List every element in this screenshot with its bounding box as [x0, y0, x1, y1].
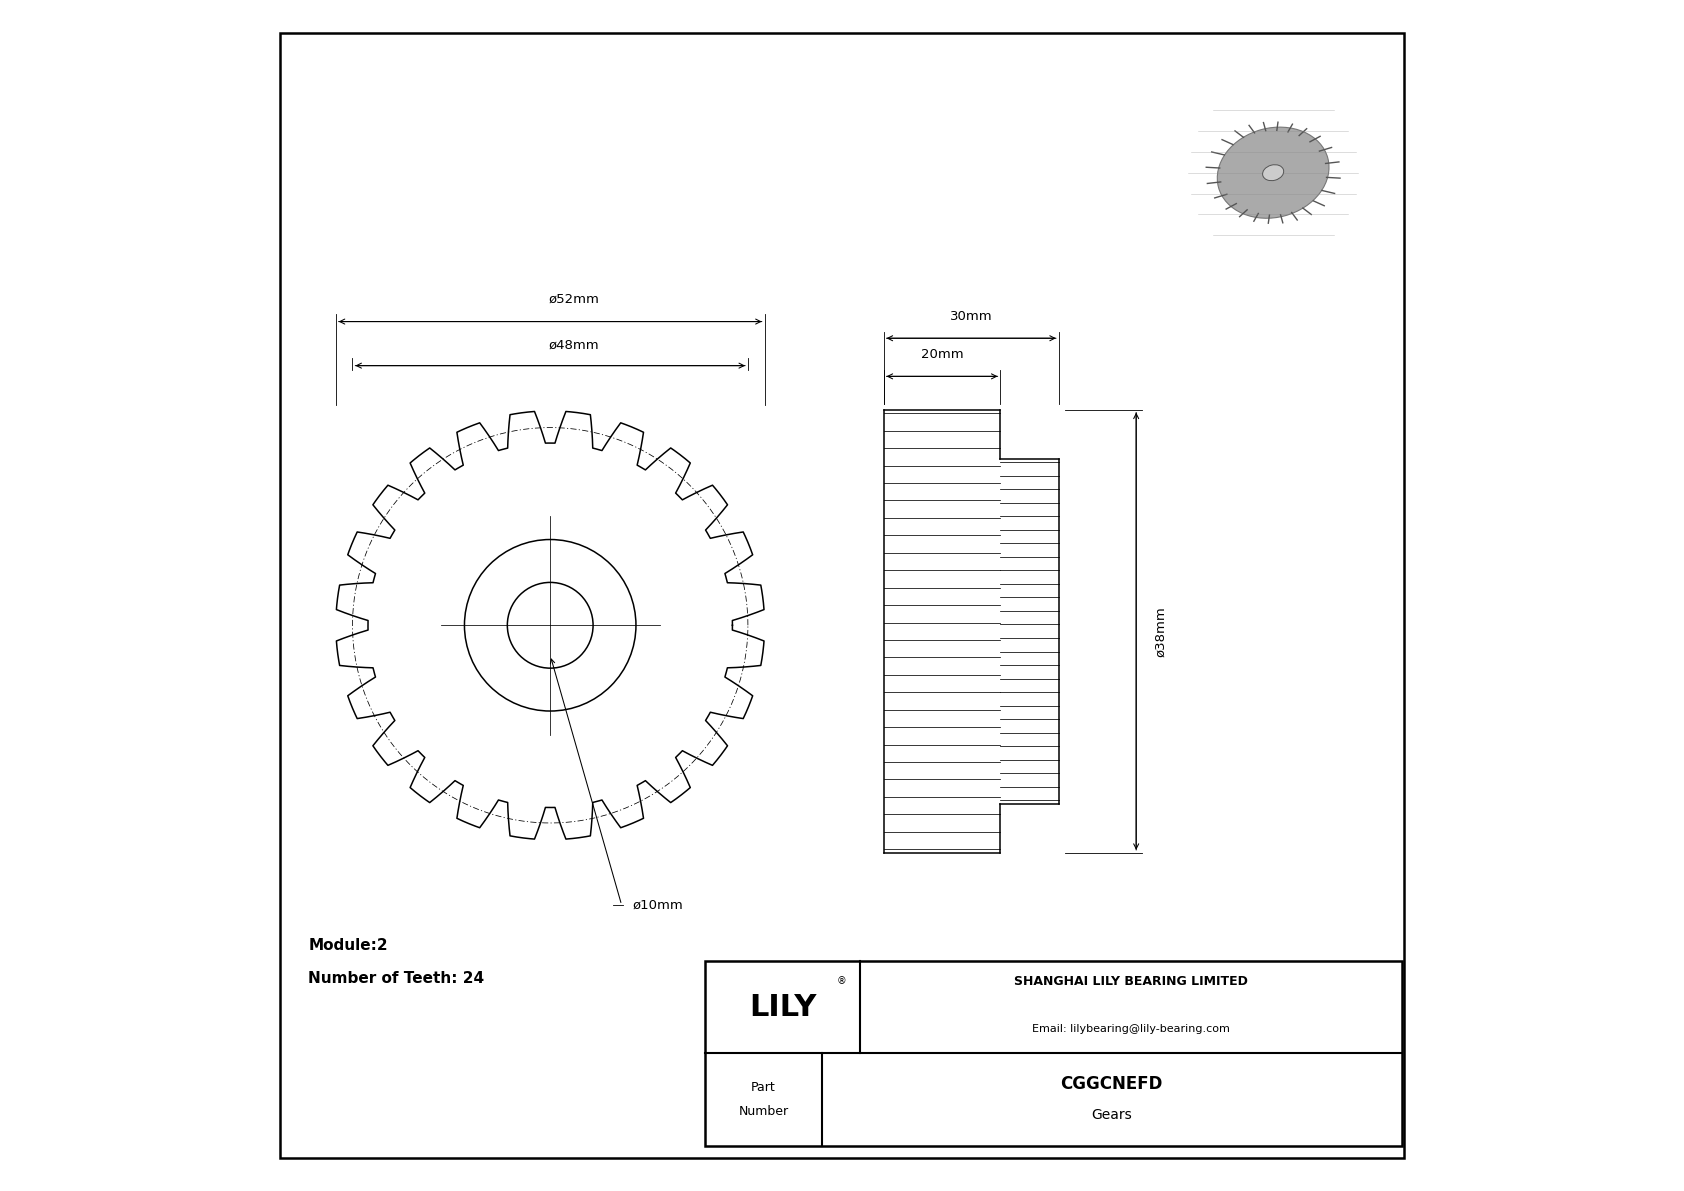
Text: Number: Number [738, 1105, 788, 1118]
Ellipse shape [1263, 164, 1283, 181]
Text: Email: lilybearing@lily-bearing.com: Email: lilybearing@lily-bearing.com [1032, 1024, 1229, 1034]
Text: ø52mm: ø52mm [549, 293, 600, 306]
Text: SHANGHAI LILY BEARING LIMITED: SHANGHAI LILY BEARING LIMITED [1014, 974, 1248, 987]
Text: Gears: Gears [1091, 1108, 1132, 1122]
Text: Module:2: Module:2 [308, 937, 387, 953]
Text: Part: Part [751, 1081, 776, 1095]
Text: ®: ® [837, 977, 847, 986]
Text: ø10mm: ø10mm [633, 899, 684, 911]
Text: ø38mm: ø38mm [1154, 606, 1167, 656]
Bar [706, 961, 1401, 1146]
Ellipse shape [1218, 127, 1329, 218]
Text: Number of Teeth: 24: Number of Teeth: 24 [308, 971, 485, 986]
Text: CGGCNEFD: CGGCNEFD [1061, 1075, 1164, 1093]
Text: ø48mm: ø48mm [549, 338, 600, 351]
Text: LILY: LILY [749, 993, 817, 1022]
Text: 30mm: 30mm [950, 310, 992, 323]
Text: 20mm: 20mm [921, 348, 963, 361]
